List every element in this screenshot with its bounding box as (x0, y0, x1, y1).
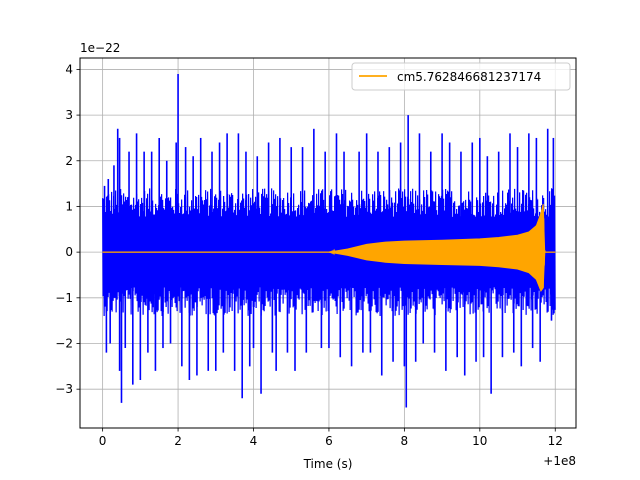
x-tick-label: 6 (325, 434, 333, 448)
y-tick-label: 0 (65, 245, 73, 259)
legend: cm5.762846681237174 (351, 62, 571, 91)
y-axis: −3 −2 −1 0 1 2 3 4 (55, 62, 80, 396)
x-offset-label: +1e8 (543, 454, 576, 468)
legend-label: cm5.762846681237174 (397, 70, 541, 84)
y-scale-label: 1e−22 (80, 41, 120, 55)
x-axis-label: Time (s) (303, 457, 353, 471)
series-layer (102, 73, 556, 408)
x-tick-label: 12 (548, 434, 563, 448)
x-tick-label: 4 (250, 434, 258, 448)
y-tick-label: 4 (65, 62, 73, 76)
y-tick-label: −1 (55, 291, 73, 305)
y-tick-label: −2 (55, 336, 73, 350)
x-axis: 0 2 4 6 8 10 12 (99, 428, 563, 448)
x-tick-label: 8 (401, 434, 409, 448)
y-tick-label: 2 (65, 154, 73, 168)
x-tick-label: 0 (99, 434, 107, 448)
y-tick-label: 3 (65, 108, 73, 122)
x-tick-label: 10 (472, 434, 487, 448)
axes-frame (79, 57, 577, 429)
legend-box (351, 62, 571, 91)
chirp-envelope-fill (102, 204, 556, 293)
y-tick-label: −3 (55, 382, 73, 396)
x-tick-label: 2 (174, 434, 182, 448)
y-tick-label: 1 (65, 199, 73, 213)
